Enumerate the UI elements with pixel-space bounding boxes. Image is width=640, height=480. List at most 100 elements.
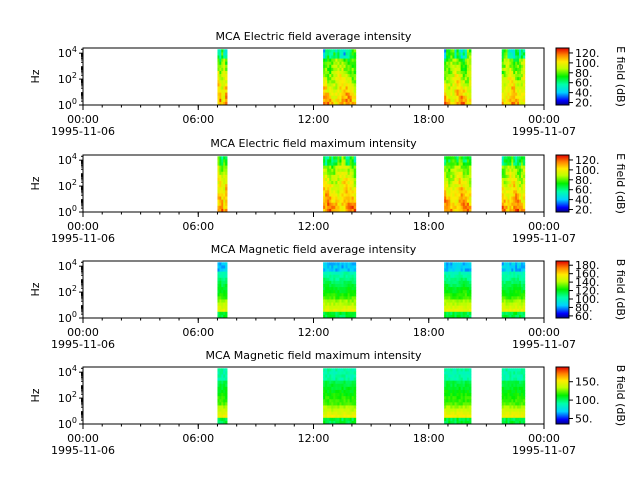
heatmap-cell bbox=[444, 162, 447, 166]
heatmap-cell bbox=[329, 287, 332, 291]
heatmap-cell bbox=[217, 67, 220, 72]
heatmap-cell bbox=[511, 305, 514, 310]
heatmap-cell bbox=[221, 399, 224, 403]
heatmap-cell bbox=[331, 411, 334, 416]
heatmap-cell bbox=[446, 386, 449, 391]
heatmap-cell bbox=[444, 74, 447, 78]
heatmap-cell bbox=[513, 92, 516, 97]
heatmap-cell bbox=[452, 414, 455, 419]
heatmap-cell bbox=[515, 377, 518, 382]
heatmap-cell bbox=[217, 311, 220, 316]
heatmap-cell bbox=[327, 314, 330, 319]
heatmap-cell bbox=[223, 308, 226, 313]
heatmap-cell bbox=[515, 171, 518, 176]
heatmap-cell bbox=[337, 380, 340, 385]
heatmap-cell bbox=[221, 283, 224, 288]
heatmap-cell bbox=[217, 305, 220, 310]
heatmap-cell bbox=[522, 380, 526, 385]
heatmap-cell bbox=[329, 417, 332, 422]
heatmap-cell bbox=[509, 208, 512, 213]
heatmap-cell bbox=[515, 283, 518, 288]
heatmap-cell bbox=[223, 83, 226, 87]
heatmap-cell bbox=[337, 77, 340, 81]
heatmap-cell bbox=[327, 52, 330, 56]
heatmap-cell bbox=[468, 190, 472, 194]
heatmap-cell bbox=[343, 262, 346, 266]
heatmap-cell bbox=[511, 374, 514, 378]
heatmap-cell bbox=[454, 265, 457, 269]
heatmap-cell bbox=[331, 271, 334, 276]
heatmap-cell bbox=[507, 86, 510, 90]
heatmap-cell bbox=[221, 80, 224, 84]
heatmap-cell bbox=[331, 383, 334, 388]
x-tick-label: 18:00 bbox=[413, 113, 445, 126]
heatmap-cell bbox=[221, 199, 224, 204]
heatmap-cell bbox=[450, 162, 453, 166]
heatmap-cell bbox=[450, 98, 453, 103]
heatmap-cell bbox=[325, 299, 328, 303]
heatmap-cell bbox=[349, 89, 353, 94]
heatmap-cell bbox=[217, 308, 220, 313]
y-tick-label: 100 bbox=[58, 97, 77, 112]
heatmap-cell bbox=[522, 89, 526, 94]
heatmap-cell bbox=[464, 101, 468, 106]
heatmap-cell bbox=[454, 308, 457, 313]
heatmap-cell bbox=[466, 98, 470, 103]
heatmap-cell bbox=[448, 64, 451, 69]
heatmap-cell bbox=[329, 196, 332, 201]
heatmap-cell bbox=[343, 399, 346, 403]
heatmap-cell bbox=[503, 92, 506, 97]
heatmap-cell bbox=[522, 271, 526, 276]
heatmap-cell bbox=[329, 420, 332, 425]
heatmap-cell bbox=[501, 184, 505, 188]
heatmap-cell bbox=[466, 83, 470, 87]
heatmap-cell bbox=[513, 420, 516, 425]
heatmap-cell bbox=[327, 408, 330, 413]
heatmap-cell bbox=[509, 168, 512, 173]
heatmap-cell bbox=[450, 95, 453, 100]
heatmap-cell bbox=[223, 171, 226, 176]
heatmap-cell bbox=[347, 208, 351, 213]
heatmap-cell bbox=[466, 80, 470, 84]
heatmap-cell bbox=[464, 280, 468, 285]
heatmap-cell bbox=[327, 80, 330, 84]
heatmap-cell bbox=[505, 311, 508, 316]
heatmap-cell bbox=[347, 268, 351, 272]
heatmap-cell bbox=[519, 61, 522, 66]
heatmap-cell bbox=[347, 64, 351, 69]
heatmap-cell bbox=[509, 58, 512, 63]
heatmap-cell bbox=[323, 55, 326, 59]
heatmap-cell bbox=[446, 287, 449, 291]
heatmap-cell bbox=[219, 411, 222, 416]
heatmap-cell bbox=[503, 162, 506, 166]
heatmap-cell bbox=[225, 377, 228, 382]
heatmap-cell bbox=[217, 302, 220, 307]
heatmap-cell bbox=[507, 271, 510, 276]
heatmap-cell bbox=[325, 98, 328, 103]
heatmap-cell bbox=[339, 181, 342, 185]
heatmap-cell bbox=[501, 156, 505, 160]
heatmap-cell bbox=[339, 274, 342, 279]
heatmap-cell bbox=[221, 393, 224, 397]
heatmap-cell bbox=[343, 199, 346, 204]
heatmap-cell bbox=[337, 262, 340, 266]
heatmap-cell bbox=[343, 184, 346, 188]
heatmap-cell bbox=[520, 299, 524, 303]
heatmap-cell bbox=[511, 280, 514, 285]
heatmap-cell bbox=[345, 290, 348, 294]
heatmap-cell bbox=[217, 417, 220, 422]
heatmap-cell bbox=[519, 283, 522, 288]
heatmap-cell bbox=[507, 162, 510, 166]
heatmap-cell bbox=[454, 187, 457, 191]
heatmap-cell bbox=[345, 187, 348, 191]
heatmap-cell bbox=[450, 67, 453, 72]
heatmap-cell bbox=[522, 80, 526, 84]
heatmap-cell bbox=[349, 377, 353, 382]
heatmap-cell bbox=[225, 77, 228, 81]
heatmap-cell bbox=[520, 205, 524, 210]
heatmap-cell bbox=[341, 55, 344, 59]
heatmap-cell bbox=[343, 283, 346, 288]
heatmap-cell bbox=[507, 293, 510, 297]
heatmap-cell bbox=[450, 283, 453, 288]
heatmap-cell bbox=[458, 414, 462, 419]
